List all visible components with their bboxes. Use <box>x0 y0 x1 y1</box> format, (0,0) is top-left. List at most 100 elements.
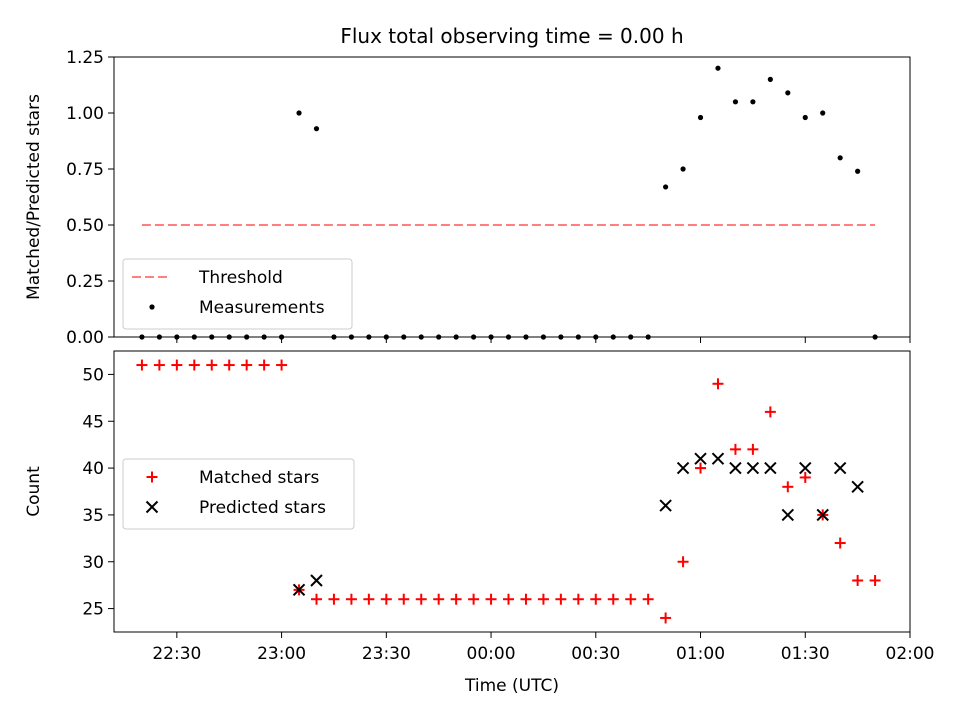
point-1-1-9-d2 <box>781 508 795 522</box>
y-axis-label-0: Matched/Predicted stars <box>24 94 44 300</box>
point-1-1-13 <box>851 480 864 494</box>
x-tick-label-0: 22:30 <box>152 644 201 664</box>
y-tick-label-0-4: 1.00 <box>66 104 104 124</box>
point-0-0-37 <box>785 90 791 96</box>
point-1-0-10 <box>310 593 322 605</box>
point-1-0-21 <box>503 593 515 605</box>
point-1-1-3-d2 <box>676 461 690 475</box>
bottom-panel: 25 30 35 40 45 50 22:30 23:00 23:30 00:00 00:30 01:… <box>24 350 935 696</box>
point-1-0-17 <box>433 593 445 605</box>
point-1-1-0 <box>292 583 306 597</box>
point-1-1-5-d2 <box>711 452 725 465</box>
point-1-0-33 <box>712 378 724 390</box>
x-axis-label: Time (UTC) <box>464 676 559 696</box>
point-1-1-8-d2 <box>764 461 777 475</box>
point-0-0-39 <box>820 110 826 116</box>
legend-label-1-1: Predicted stars <box>199 498 326 518</box>
point-1-1-12-d2 <box>833 461 847 475</box>
point-1-1-8 <box>764 461 777 475</box>
x-tick-label-5: 01:00 <box>676 644 725 664</box>
point-1-1-11 <box>816 508 829 522</box>
y-axis-label-1: Count <box>24 466 44 517</box>
x-tick-label-6: 01:30 <box>781 644 830 664</box>
point-1-0-5 <box>223 359 235 371</box>
legend-swatch-1-0 <box>146 471 158 483</box>
point-0-0-30 <box>663 184 669 190</box>
point-1-1-2-d2 <box>659 499 672 512</box>
y-tick-label-1-1: 30 <box>82 553 104 573</box>
y-tick-label-1-2: 35 <box>82 506 104 526</box>
point-1-1-1-d2 <box>310 574 323 587</box>
legend-swatch-1-1-d2 <box>145 500 159 514</box>
x-tick-label-7: 02:00 <box>886 644 935 664</box>
point-1-1-3 <box>676 461 690 475</box>
y-tick-label-1-3: 40 <box>82 459 104 479</box>
point-0-0-40 <box>837 155 843 161</box>
point-0-0-41 <box>855 168 861 174</box>
point-1-0-7 <box>258 359 270 371</box>
point-1-0-19 <box>468 593 480 605</box>
point-1-0-30 <box>660 612 672 624</box>
point-1-0-38 <box>799 471 811 483</box>
series-1-0 <box>136 359 881 624</box>
point-1-1-10 <box>799 461 812 475</box>
point-1-0-2 <box>171 359 183 371</box>
point-1-1-6 <box>729 461 742 475</box>
series-0-0 <box>139 65 878 340</box>
top-panel: 0.00 0.25 0.50 0.75 1.00 1.25 Matched/Predicte… <box>24 24 911 348</box>
point-1-0-12 <box>345 593 357 605</box>
point-1-0-35 <box>747 443 759 455</box>
legend-swatch-0-1 <box>149 304 155 310</box>
point-0-0-31 <box>680 166 686 172</box>
point-1-1-0-d2 <box>292 583 306 597</box>
legend-label-0-1: Measurements <box>199 298 325 318</box>
point-0-0-34 <box>732 99 739 105</box>
point-1-0-8 <box>276 359 288 371</box>
point-1-0-26 <box>590 593 602 605</box>
x-tick-label-3: 00:00 <box>467 644 516 664</box>
point-0-0-36 <box>767 76 773 82</box>
point-1-1-13-d2 <box>851 480 864 494</box>
point-1-0-24 <box>555 593 567 605</box>
chart-title: Flux total observing time = 0.00 h <box>340 24 683 48</box>
point-1-0-31 <box>677 556 689 568</box>
y-tick-label-1-4: 45 <box>82 412 104 432</box>
point-1-0-29 <box>642 593 654 605</box>
point-1-1-7-d2 <box>746 461 760 475</box>
plot-frame-0 <box>113 56 911 338</box>
point-1-1-11-d2 <box>816 508 829 522</box>
point-1-1-12 <box>833 461 847 475</box>
point-1-0-41 <box>852 574 864 586</box>
point-1-1-10-d2 <box>799 461 812 475</box>
y-tick-label-0-2: 0.50 <box>66 216 104 236</box>
point-1-0-32 <box>695 462 707 474</box>
point-1-0-16 <box>415 593 427 605</box>
point-1-0-11 <box>328 593 340 605</box>
point-1-1-4 <box>694 452 707 465</box>
point-0-0-38 <box>802 114 808 121</box>
y-tick-label-0-0: 0.00 <box>66 328 104 348</box>
y-tick-label-0-5: 1.25 <box>66 48 104 68</box>
point-1-0-25 <box>572 593 584 605</box>
point-0-0-9 <box>296 110 302 116</box>
point-1-0-36 <box>764 406 776 418</box>
y-tick-label-1-5: 50 <box>82 365 104 385</box>
point-1-0-28 <box>625 593 637 605</box>
point-0-0-33 <box>715 65 721 71</box>
point-1-1-1 <box>310 574 323 587</box>
point-1-1-6-d2 <box>729 461 742 475</box>
x-tick-label-4: 00:30 <box>571 644 620 664</box>
point-1-0-4 <box>206 359 218 371</box>
point-1-0-0 <box>136 359 148 371</box>
point-1-0-14 <box>380 593 392 605</box>
point-0-0-10 <box>313 126 320 132</box>
x-tick-label-2: 23:30 <box>362 644 411 664</box>
x-tick-label-1: 23:00 <box>257 644 306 664</box>
point-1-1-5 <box>711 452 725 465</box>
point-1-0-22 <box>520 593 532 605</box>
point-1-0-13 <box>363 593 375 605</box>
point-1-0-15 <box>398 593 410 605</box>
point-1-0-3 <box>188 359 200 371</box>
y-tick-label-0-3: 0.75 <box>66 160 104 180</box>
